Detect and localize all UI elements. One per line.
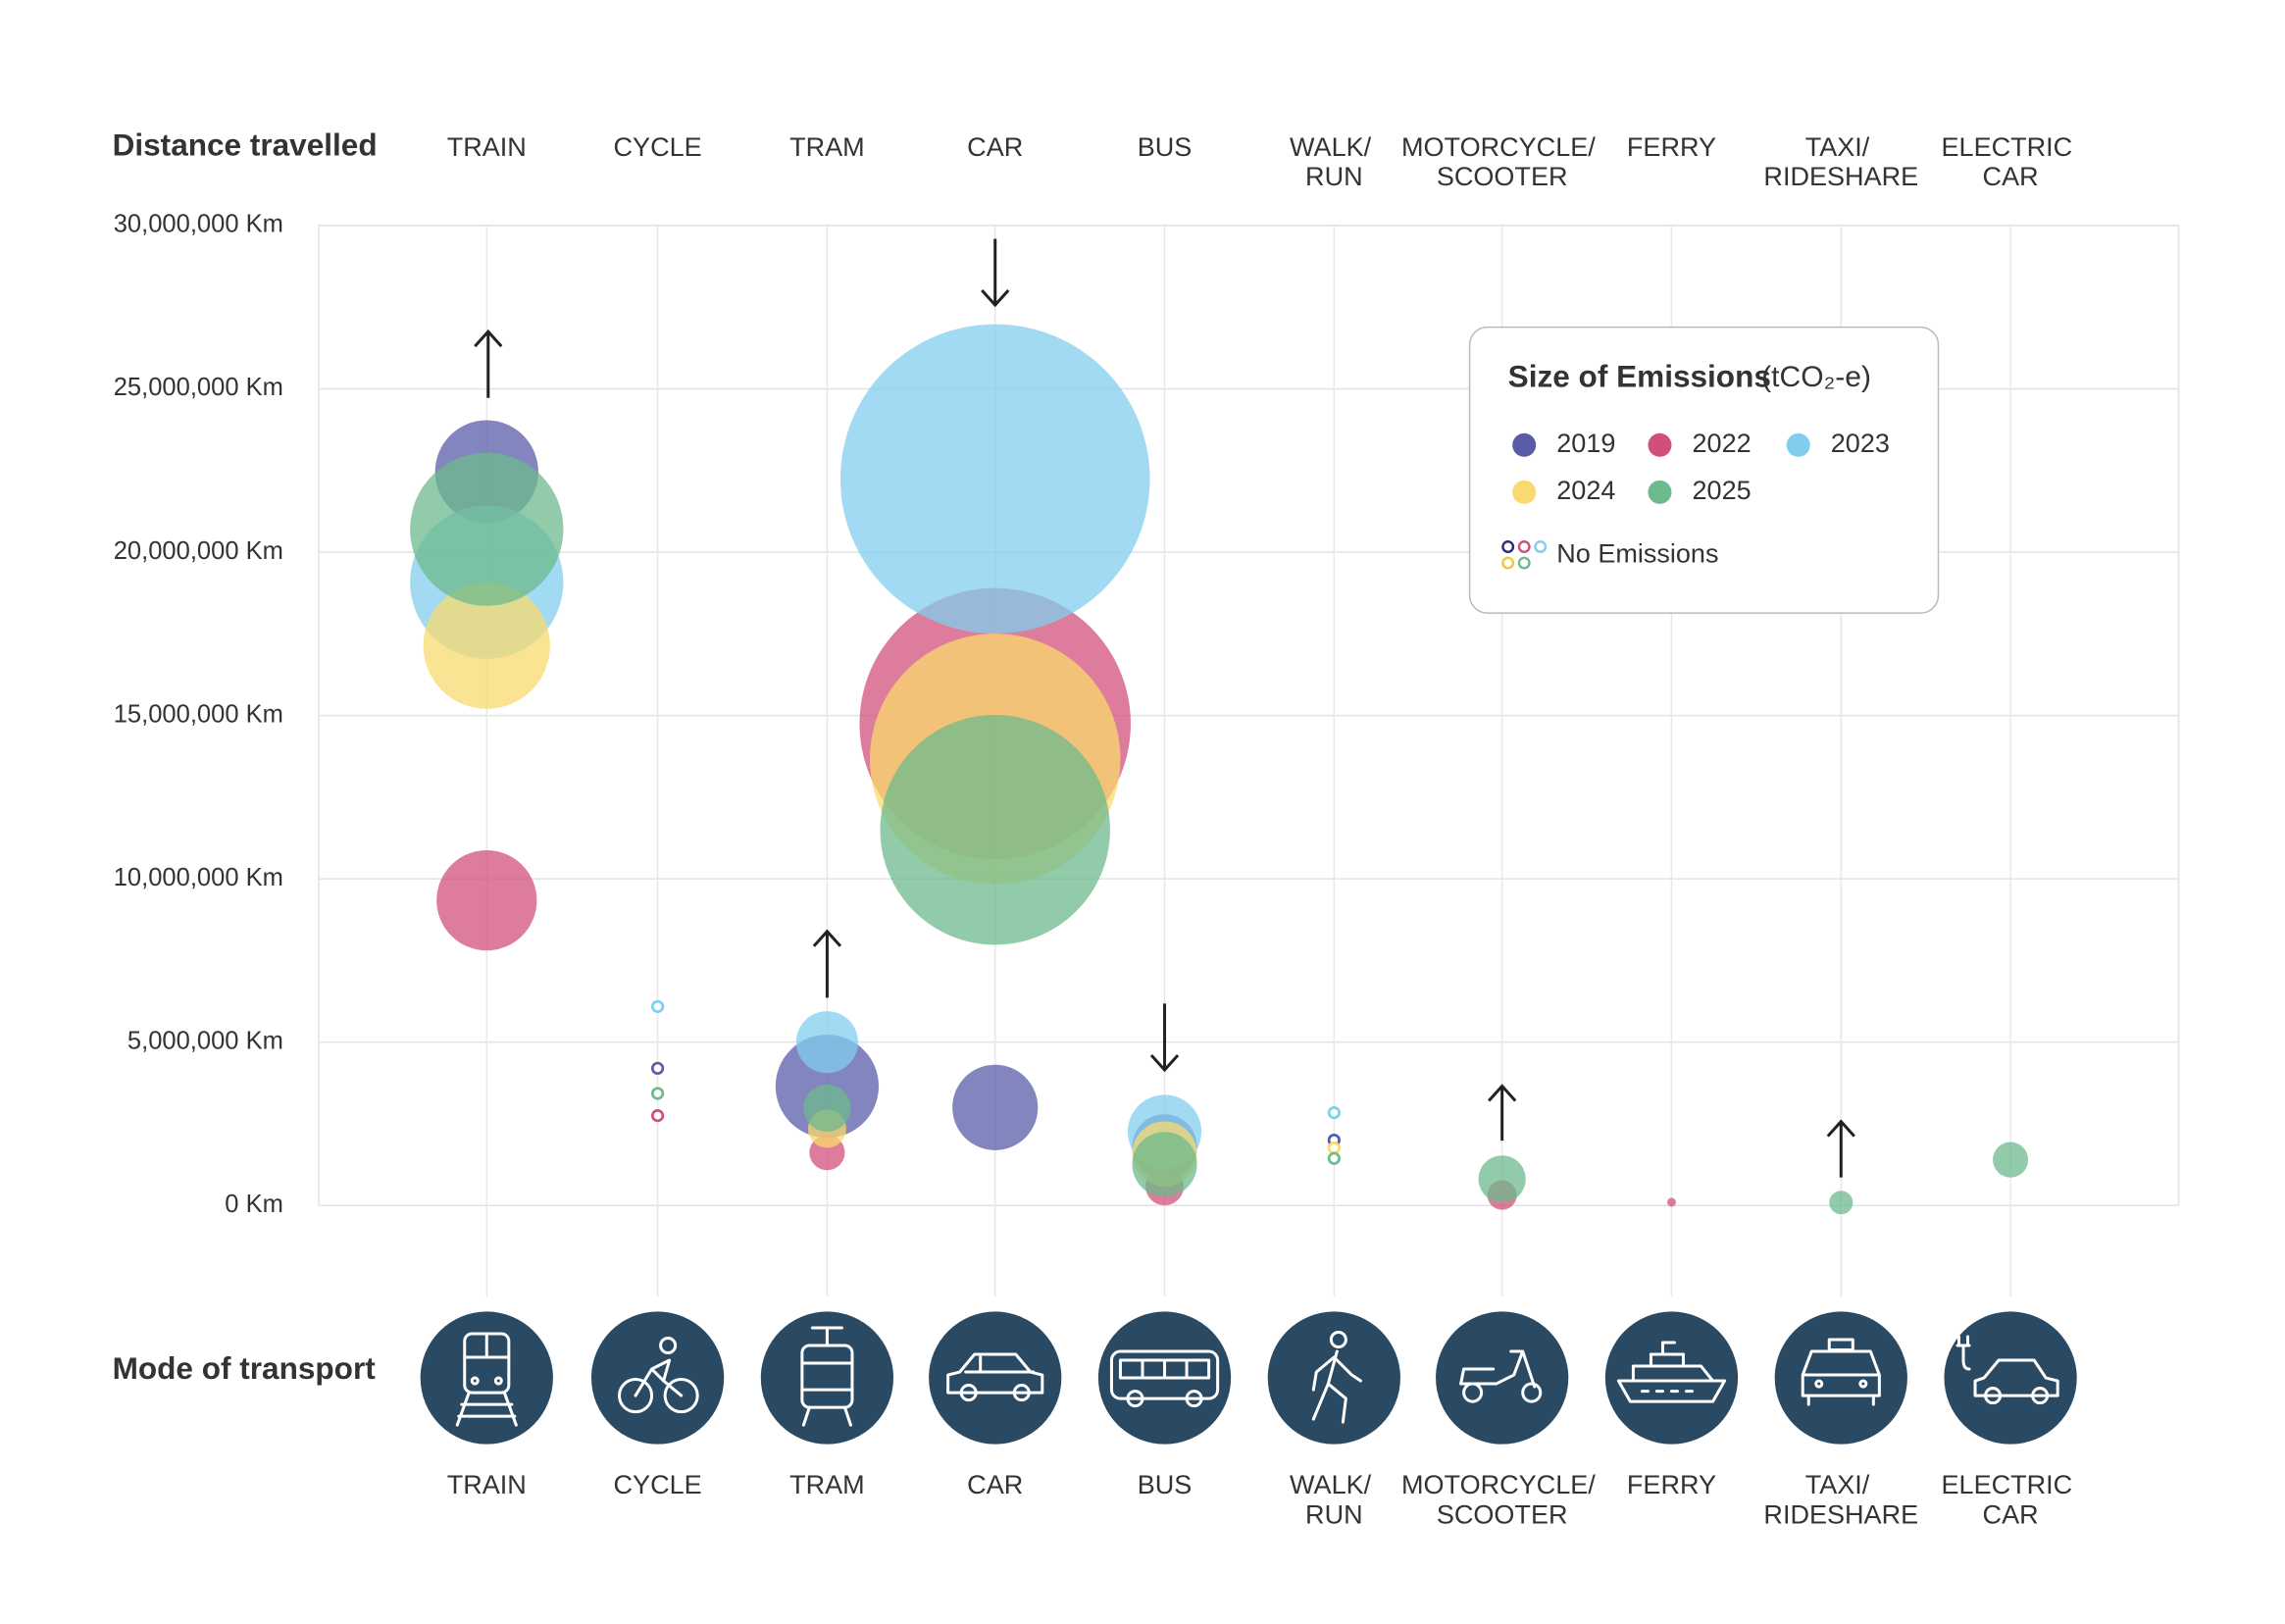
x-tick-label: TAXI/ RIDESHARE bbox=[1763, 1470, 1918, 1529]
legend-swatch bbox=[1512, 432, 1537, 457]
legend-swatch bbox=[1648, 432, 1672, 457]
ecar-icon bbox=[1944, 1311, 2077, 1445]
x-tick-label-top: MOTORCYCLE/ SCOOTER bbox=[1401, 132, 1602, 191]
no-emission-ring bbox=[650, 1061, 665, 1075]
bubble bbox=[423, 582, 550, 709]
walk-icon bbox=[1267, 1311, 1400, 1445]
x-tick-label: BUS bbox=[1138, 1470, 1193, 1499]
mode-icons bbox=[420, 1311, 2077, 1445]
x-tick-label: CAR bbox=[967, 1470, 1023, 1499]
x-tick-label-top: TAXI/ RIDESHARE bbox=[1763, 132, 1918, 191]
no-emission-ring bbox=[650, 1109, 665, 1123]
cycle-icon bbox=[590, 1311, 725, 1445]
legend-label: 2023 bbox=[1831, 429, 1890, 458]
x-tick-label-top: CYCLE bbox=[614, 132, 702, 162]
x-tick-label-top: ELECTRIC CAR bbox=[1942, 132, 2080, 191]
legend-box bbox=[1468, 326, 1940, 614]
x-tick-label-top: BUS bbox=[1138, 132, 1193, 162]
trend-arrows bbox=[474, 238, 1855, 1178]
x-tick-label-top: TRAIN bbox=[447, 132, 527, 162]
bubble bbox=[803, 1084, 851, 1133]
no-emissions-icon bbox=[1501, 540, 1548, 570]
bubble bbox=[839, 324, 1150, 634]
legend-swatch bbox=[1786, 432, 1810, 457]
legend-label: No Emissions bbox=[1556, 539, 1718, 569]
x-tick-label: ELECTRIC CAR bbox=[1942, 1470, 2080, 1529]
no-emission-ring bbox=[1327, 1151, 1341, 1165]
train-icon bbox=[420, 1311, 553, 1445]
y-tick-label: 0 Km bbox=[225, 1191, 283, 1218]
bubble bbox=[410, 452, 564, 606]
x-tick-label: TRAM bbox=[789, 1470, 865, 1499]
no-emission-ring bbox=[650, 999, 665, 1013]
x-tick-label: CYCLE bbox=[614, 1470, 702, 1499]
bubble bbox=[1666, 1197, 1676, 1207]
bus-icon bbox=[1097, 1311, 1232, 1445]
taxi-icon bbox=[1774, 1311, 1907, 1445]
y-tick-label: 30,000,000 Km bbox=[114, 211, 283, 238]
bubble bbox=[952, 1064, 1039, 1150]
y-tick-label: 10,000,000 Km bbox=[114, 864, 283, 891]
ferry-icon bbox=[1604, 1311, 1739, 1445]
bubble bbox=[880, 714, 1110, 945]
y-tick-label: 5,000,000 Km bbox=[127, 1027, 283, 1054]
x-tick-label-top: WALK/ RUN bbox=[1290, 132, 1379, 191]
x-tick-label: TRAIN bbox=[447, 1470, 527, 1499]
legend-label: 2019 bbox=[1556, 429, 1615, 458]
y-tick-label: 15,000,000 Km bbox=[114, 700, 283, 728]
x-tick-label-top: CAR bbox=[967, 132, 1023, 162]
no-emission-ring bbox=[1327, 1106, 1341, 1120]
bubble bbox=[1132, 1132, 1197, 1197]
scooter-icon bbox=[1436, 1311, 1569, 1445]
bubble bbox=[436, 850, 537, 951]
bubble bbox=[1829, 1191, 1853, 1215]
y-tick-label: 25,000,000 Km bbox=[114, 374, 283, 401]
y-axis-title: Distance travelled bbox=[113, 127, 378, 163]
x-tick-label: WALK/ RUN bbox=[1290, 1470, 1379, 1529]
legend-swatch bbox=[1512, 480, 1537, 504]
x-axis-title: Mode of transport bbox=[113, 1350, 377, 1386]
legend-label: 2024 bbox=[1556, 476, 1615, 505]
y-tick-label: 20,000,000 Km bbox=[114, 537, 283, 565]
x-tick-label: FERRY bbox=[1627, 1470, 1716, 1499]
legend-unit: (tCO₂-e) bbox=[1761, 361, 1871, 393]
legend-label: 2025 bbox=[1693, 476, 1752, 505]
no-emission-ring bbox=[650, 1087, 665, 1100]
x-tick-label: MOTORCYCLE/ SCOOTER bbox=[1401, 1470, 1602, 1529]
bubble bbox=[1993, 1142, 2029, 1178]
x-tick-label-top: TRAM bbox=[789, 132, 865, 162]
car-icon bbox=[929, 1311, 1062, 1445]
legend-swatch bbox=[1648, 480, 1672, 504]
bubble bbox=[795, 1011, 858, 1074]
no-emission-ring bbox=[1327, 1141, 1341, 1155]
bubble bbox=[1478, 1155, 1526, 1203]
legend: Size of Emissions (tCO₂-e) 2019 2022 2023 2… bbox=[1468, 326, 1940, 614]
x-tick-label-top: FERRY bbox=[1627, 132, 1716, 162]
legend-label: 2022 bbox=[1693, 429, 1752, 458]
legend-title: Size of Emissions bbox=[1508, 359, 1771, 394]
tram-icon bbox=[760, 1311, 894, 1445]
